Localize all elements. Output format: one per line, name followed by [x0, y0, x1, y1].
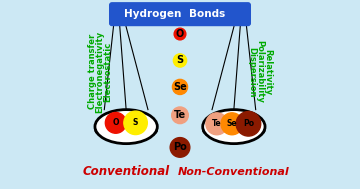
- Text: Te: Te: [174, 110, 186, 120]
- Text: Po: Po: [243, 119, 254, 128]
- Text: Bonds: Bonds: [189, 9, 225, 19]
- Circle shape: [174, 28, 186, 40]
- Circle shape: [172, 79, 188, 94]
- Text: Electrostatic: Electrostatic: [103, 42, 112, 102]
- Circle shape: [170, 138, 190, 157]
- Text: Electronegativity: Electronegativity: [96, 31, 105, 113]
- Circle shape: [221, 113, 243, 135]
- Circle shape: [105, 112, 126, 133]
- Circle shape: [172, 107, 188, 124]
- Text: Te: Te: [212, 119, 222, 128]
- Ellipse shape: [95, 110, 157, 144]
- Text: Charge transfer: Charge transfer: [88, 34, 97, 109]
- Text: Non-Conventional: Non-Conventional: [178, 167, 290, 177]
- Circle shape: [174, 54, 186, 67]
- Text: S: S: [176, 56, 184, 65]
- FancyBboxPatch shape: [110, 3, 250, 26]
- Text: O: O: [112, 118, 119, 127]
- Ellipse shape: [203, 110, 265, 144]
- Text: Polarizability: Polarizability: [255, 40, 264, 103]
- Circle shape: [124, 111, 147, 135]
- Text: Po: Po: [173, 143, 187, 152]
- Text: Conventional: Conventional: [82, 166, 170, 178]
- Text: Se: Se: [227, 119, 237, 128]
- Ellipse shape: [95, 120, 157, 140]
- Text: Hydrogen: Hydrogen: [124, 9, 181, 19]
- Text: Se: Se: [173, 82, 187, 92]
- Circle shape: [236, 112, 261, 136]
- Circle shape: [206, 113, 228, 135]
- Ellipse shape: [203, 120, 265, 140]
- Text: O: O: [176, 29, 184, 39]
- Text: Relativity: Relativity: [263, 49, 272, 95]
- Text: S: S: [133, 118, 138, 127]
- Text: Dispersion: Dispersion: [248, 46, 257, 97]
